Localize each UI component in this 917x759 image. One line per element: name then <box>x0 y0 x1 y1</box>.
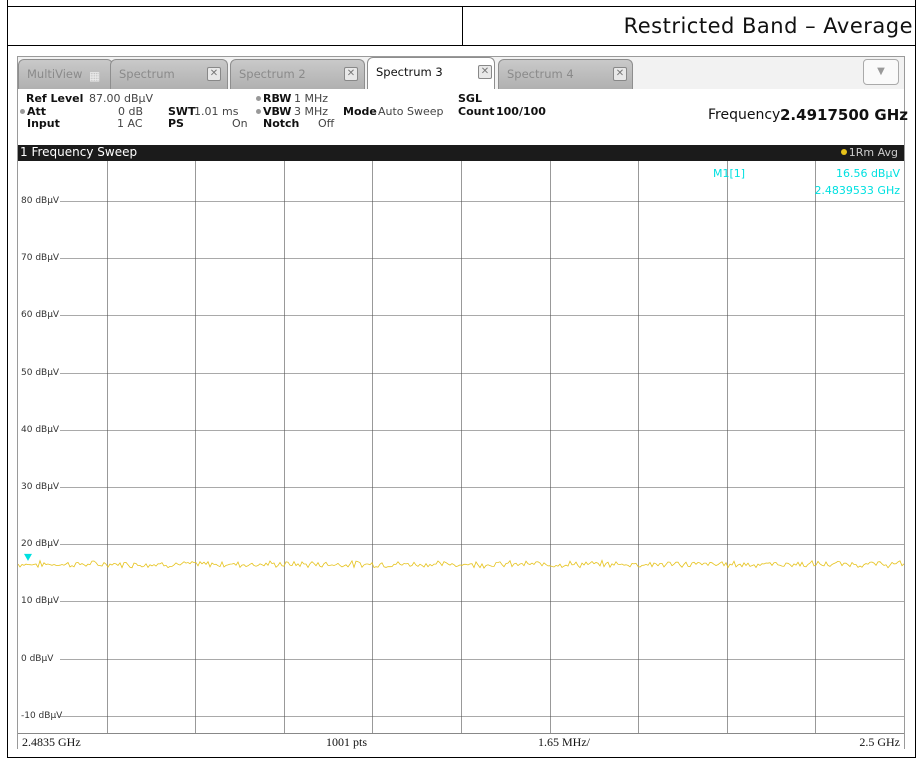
tab-label: Spectrum 2 <box>239 67 306 81</box>
marker-level: 16.56 dBµV <box>835 167 900 180</box>
close-icon[interactable]: ✕ <box>613 67 627 81</box>
status-dot-icon <box>20 109 25 114</box>
trace-dot-icon <box>840 149 847 155</box>
start-frequency[interactable]: 2.4835 GHz <box>22 735 81 749</box>
mode-label: Mode <box>343 105 377 118</box>
y-axis-label: 70 dBµV <box>21 252 60 263</box>
rbw-label: RBW <box>263 92 292 105</box>
ref-level-label: Ref Level <box>26 92 84 105</box>
status-dot-icon <box>256 96 261 101</box>
tab-spectrum-4[interactable]: Spectrum 4 ✕ <box>498 59 633 89</box>
document-column-divider <box>462 6 463 45</box>
tab-label: MultiView <box>27 67 83 81</box>
chevron-down-icon[interactable]: ▼ <box>863 59 899 85</box>
sweep-title: 1 Frequency Sweep <box>20 145 138 159</box>
grid <box>60 161 904 733</box>
marker-name: M1[1] <box>713 167 746 180</box>
spectrum-plot[interactable]: 80 dBµV 70 dBµV 60 dBµV 50 dBµV 40 dBµV 30 dB… <box>18 161 904 733</box>
y-axis-label: 50 dBµV <box>21 367 60 378</box>
frequency-value[interactable]: 2.4917500 GHz <box>780 106 909 124</box>
tab-label: Spectrum 3 <box>376 65 443 79</box>
sweep-title-bar: 1 Frequency Sweep 1Rm Avg <box>18 145 904 161</box>
document-rule-mid <box>7 45 916 46</box>
mode-value[interactable]: Auto Sweep <box>378 105 444 118</box>
document-frame <box>7 0 916 758</box>
marker-triangle-icon[interactable] <box>24 553 32 561</box>
span-per-div[interactable]: 1.65 MHz/ <box>538 735 590 749</box>
document-title: Restricted Band – Average <box>623 14 913 38</box>
close-icon[interactable]: ✕ <box>344 67 358 81</box>
tab-label: Spectrum 4 <box>507 67 574 81</box>
spectrum-graph[interactable] <box>18 161 904 733</box>
ps-label: PS <box>168 117 184 130</box>
y-axis-label: -10 dBµV <box>21 710 63 721</box>
y-axis-label: 0 dBµV <box>21 653 54 664</box>
close-icon[interactable]: ✕ <box>478 65 492 79</box>
ref-level-value[interactable]: 87.00 dBµV <box>89 92 154 105</box>
ps-value[interactable]: On <box>232 117 248 130</box>
count-label: Count <box>458 105 495 118</box>
close-icon[interactable]: ✕ <box>207 67 221 81</box>
stop-frequency[interactable]: 2.5 GHz <box>859 735 900 749</box>
tab-spectrum-3[interactable]: Spectrum 3 ✕ <box>367 57 495 89</box>
vbw-value[interactable]: 3 MHz <box>294 105 329 118</box>
y-axis-label: 30 dBµV <box>21 481 60 492</box>
trace-line <box>18 559 904 569</box>
y-axis-label: 20 dBµV <box>21 538 60 549</box>
tab-multiview[interactable]: MultiView ▦ <box>18 59 113 89</box>
att-label: Att <box>27 105 47 118</box>
trace-label: 1Rm Avg <box>848 146 898 159</box>
trace-indicator: 1Rm Avg <box>840 146 898 159</box>
vbw-label: VBW <box>263 105 292 118</box>
sgl-label: SGL <box>458 92 482 105</box>
frequency-label: Frequency <box>708 107 781 123</box>
y-axis-label: 80 dBµV <box>21 195 60 206</box>
marker-frequency: 2.4839533 GHz <box>814 184 900 197</box>
x-axis-footer: 2.4835 GHz 1001 pts 1.65 MHz/ 2.5 GHz <box>18 733 904 750</box>
rbw-value[interactable]: 1 MHz <box>294 92 329 105</box>
swt-value[interactable]: 1.01 ms <box>194 105 239 118</box>
notch-value[interactable]: Off <box>318 117 335 130</box>
y-axis-label: 10 dBµV <box>21 595 60 606</box>
swt-label: SWT <box>168 105 196 118</box>
input-label: Input <box>27 117 60 130</box>
tab-label: Spectrum <box>119 67 175 81</box>
multiview-grid-icon: ▦ <box>89 69 101 83</box>
input-value[interactable]: 1 AC <box>117 117 143 130</box>
att-value[interactable]: 0 dB <box>118 105 144 118</box>
tab-spectrum[interactable]: Spectrum ✕ <box>110 59 228 89</box>
document-rule-top <box>7 6 916 7</box>
sweep-points[interactable]: 1001 pts <box>326 735 368 749</box>
status-dot-icon <box>256 109 261 114</box>
tab-spectrum-2[interactable]: Spectrum 2 ✕ <box>230 59 365 89</box>
y-axis-label: 60 dBµV <box>21 309 60 320</box>
y-axis-label: 40 dBµV <box>21 424 60 435</box>
notch-label: Notch <box>263 117 300 130</box>
count-value: 100/100 <box>496 105 546 118</box>
settings-panel: Ref Level 87.00 dBµV Att 0 dB SWT 1.01 m… <box>18 89 908 146</box>
analyzer-window: MultiView ▦ Spectrum ✕ Spectrum 2 ✕ Spec… <box>17 56 908 750</box>
